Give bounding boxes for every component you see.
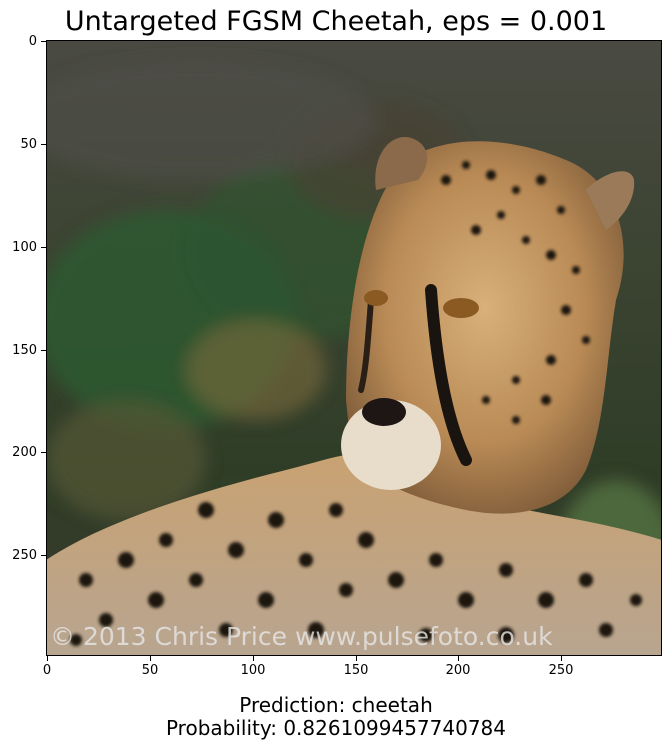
y-tick-label: 50 [20, 137, 37, 152]
x-tick-mark [561, 656, 562, 661]
x-tick-label: 100 [240, 663, 266, 678]
x-tick-label: 50 [141, 663, 159, 678]
y-tick-mark [41, 41, 46, 42]
image-panel: © 2013 Chris Price www.pulsefoto.co.uk [46, 40, 662, 656]
x-tick-mark [150, 656, 151, 661]
image-watermark: © 2013 Chris Price www.pulsefoto.co.uk [50, 622, 553, 651]
x-tick-label: 200 [445, 663, 471, 678]
probability-label: Probability: 0.8261099457740784 [165, 716, 507, 740]
cheetah-image: © 2013 Chris Price www.pulsefoto.co.uk [46, 40, 662, 656]
y-tick-mark [41, 247, 46, 248]
y-tick-mark [41, 350, 46, 351]
x-tick-label: 150 [343, 663, 369, 678]
x-tick-label: 250 [548, 663, 574, 678]
x-tick-label: 0 [42, 663, 52, 678]
plot-title: Untargeted FGSM Cheetah, eps = 0.001 [64, 6, 608, 37]
y-tick-mark [41, 452, 46, 453]
y-tick-mark [41, 555, 46, 556]
y-tick-label: 150 [12, 343, 37, 358]
x-tick-mark [458, 656, 459, 661]
x-tick-mark [253, 656, 254, 661]
y-tick-mark [41, 144, 46, 145]
y-tick-label: 200 [12, 445, 37, 460]
x-tick-mark [47, 656, 48, 661]
y-tick-label: 100 [12, 240, 37, 255]
y-tick-label: 0 [28, 34, 37, 49]
x-tick-mark [356, 656, 357, 661]
prediction-label: Prediction: cheetah [239, 693, 433, 717]
y-tick-label: 250 [12, 548, 37, 563]
